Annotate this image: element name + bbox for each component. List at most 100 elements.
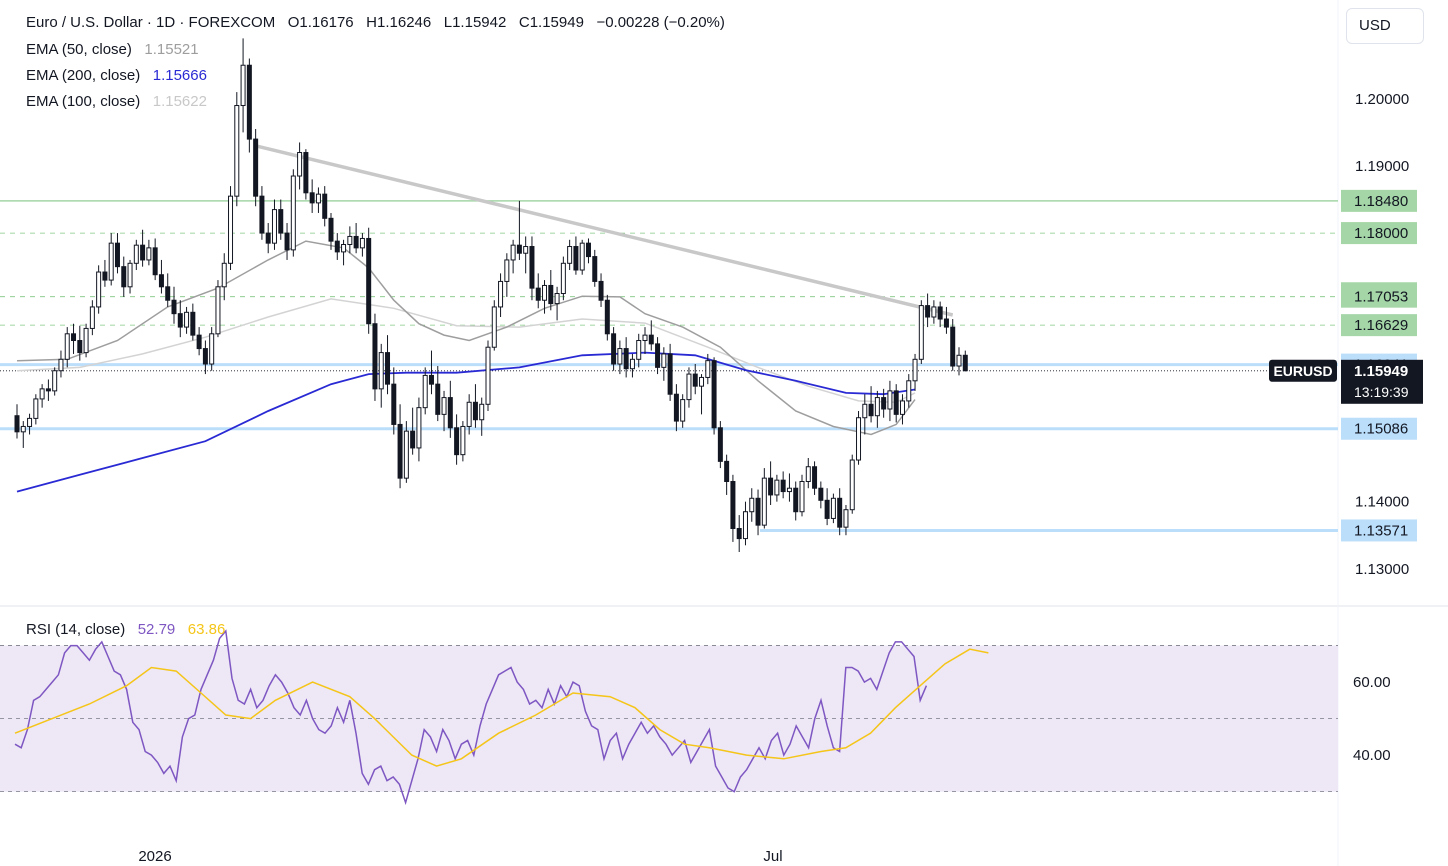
candle	[667, 343, 673, 401]
candle-body	[579, 242, 585, 271]
candle	[102, 259, 108, 287]
candle-body	[303, 152, 309, 194]
candle	[89, 300, 95, 336]
candle-body	[912, 358, 918, 382]
candle-body	[146, 247, 152, 261]
candle-body	[548, 284, 554, 305]
candle-body	[45, 388, 51, 392]
candle-body	[673, 393, 679, 422]
ema200-line	[16, 351, 916, 493]
candle	[918, 300, 924, 365]
candle	[579, 239, 585, 275]
ema50-value: 1.15521	[144, 41, 199, 58]
candle-body	[868, 403, 874, 417]
level-tag-label: 1.13571	[1354, 522, 1408, 539]
candle-body	[950, 326, 956, 367]
candle	[297, 142, 303, 190]
candle	[805, 458, 811, 489]
candle-body	[403, 430, 409, 479]
candle-body	[554, 293, 560, 305]
candle-body	[64, 333, 70, 360]
candle-body	[77, 340, 83, 354]
candle	[416, 397, 422, 462]
open-value: 1.16176	[299, 14, 354, 31]
candle	[830, 493, 836, 524]
candle	[661, 347, 667, 381]
candle-body	[271, 209, 277, 244]
candle	[925, 293, 931, 328]
candle-body	[498, 280, 504, 308]
candle-body	[793, 487, 799, 513]
candle-body	[523, 246, 529, 254]
time-tick-label: 2026	[138, 848, 171, 865]
candle	[768, 461, 774, 506]
candle	[554, 286, 560, 321]
candle	[629, 353, 635, 378]
candle	[284, 223, 290, 260]
candle-body	[278, 209, 284, 234]
candle	[705, 353, 711, 385]
candle	[309, 179, 315, 213]
candle-body	[196, 334, 202, 350]
candle-body	[83, 327, 89, 354]
candle	[887, 380, 893, 422]
candle	[259, 186, 265, 240]
candle-body	[347, 235, 353, 246]
candle-body	[20, 425, 26, 433]
level-tag-label: 1.17053	[1354, 289, 1408, 306]
price-tick-label: 1.20000	[1355, 91, 1409, 108]
rsi-legend[interactable]: RSI (14, close) 52.79 63.86	[26, 617, 225, 643]
candle	[774, 474, 780, 502]
candle	[127, 259, 133, 294]
ema200-legend[interactable]: EMA (200, close) 1.15666	[26, 63, 207, 89]
change-value: −0.00228 (−0.20%)	[596, 14, 725, 31]
time-tick-label: Jul	[763, 848, 782, 865]
candle	[347, 226, 353, 254]
ema200-value: 1.15666	[152, 67, 207, 84]
candle-body	[334, 240, 340, 253]
candle-body	[228, 195, 234, 264]
candle-body	[925, 305, 931, 318]
candle	[27, 413, 33, 435]
candle	[215, 280, 221, 338]
candle	[755, 489, 761, 536]
candle-body	[177, 313, 183, 328]
candle-body	[366, 237, 372, 325]
ema100-legend[interactable]: EMA (100, close) 1.15622	[26, 89, 207, 115]
candle	[196, 327, 202, 356]
candle	[523, 236, 529, 274]
candle	[824, 488, 830, 526]
currency-button[interactable]: USD	[1346, 8, 1424, 44]
rsi-label: RSI (14, close)	[26, 621, 126, 638]
candle-body	[849, 459, 855, 511]
candle	[290, 169, 296, 257]
candle	[786, 473, 792, 502]
candle-body	[435, 383, 441, 415]
candle-body	[372, 323, 378, 390]
candle	[278, 199, 284, 240]
rsi-ma-value: 63.86	[187, 621, 226, 638]
candle-body	[297, 152, 303, 177]
candle	[52, 367, 58, 396]
level-tag-label: 1.16629	[1354, 317, 1408, 334]
candle-body	[629, 358, 635, 370]
ema100-label: EMA (100, close)	[26, 93, 141, 110]
candle-body	[699, 376, 705, 387]
candle	[912, 353, 918, 391]
candle-body	[768, 477, 774, 496]
candle-body	[234, 105, 240, 197]
candle	[818, 481, 824, 509]
candle	[699, 374, 705, 415]
candle-body	[265, 232, 271, 244]
candle-body	[906, 380, 912, 402]
candle	[799, 474, 805, 517]
ema50-legend[interactable]: EMA (50, close) 1.15521	[26, 37, 199, 63]
candle	[315, 187, 321, 213]
candle-body	[209, 333, 215, 365]
candle-body	[623, 348, 629, 370]
candle-body	[221, 262, 227, 288]
level-tag	[1341, 314, 1417, 337]
header-legend: Euro / U.S. Dollar · 1D · FOREXCOM O1.16…	[26, 10, 725, 36]
candle	[158, 259, 164, 294]
